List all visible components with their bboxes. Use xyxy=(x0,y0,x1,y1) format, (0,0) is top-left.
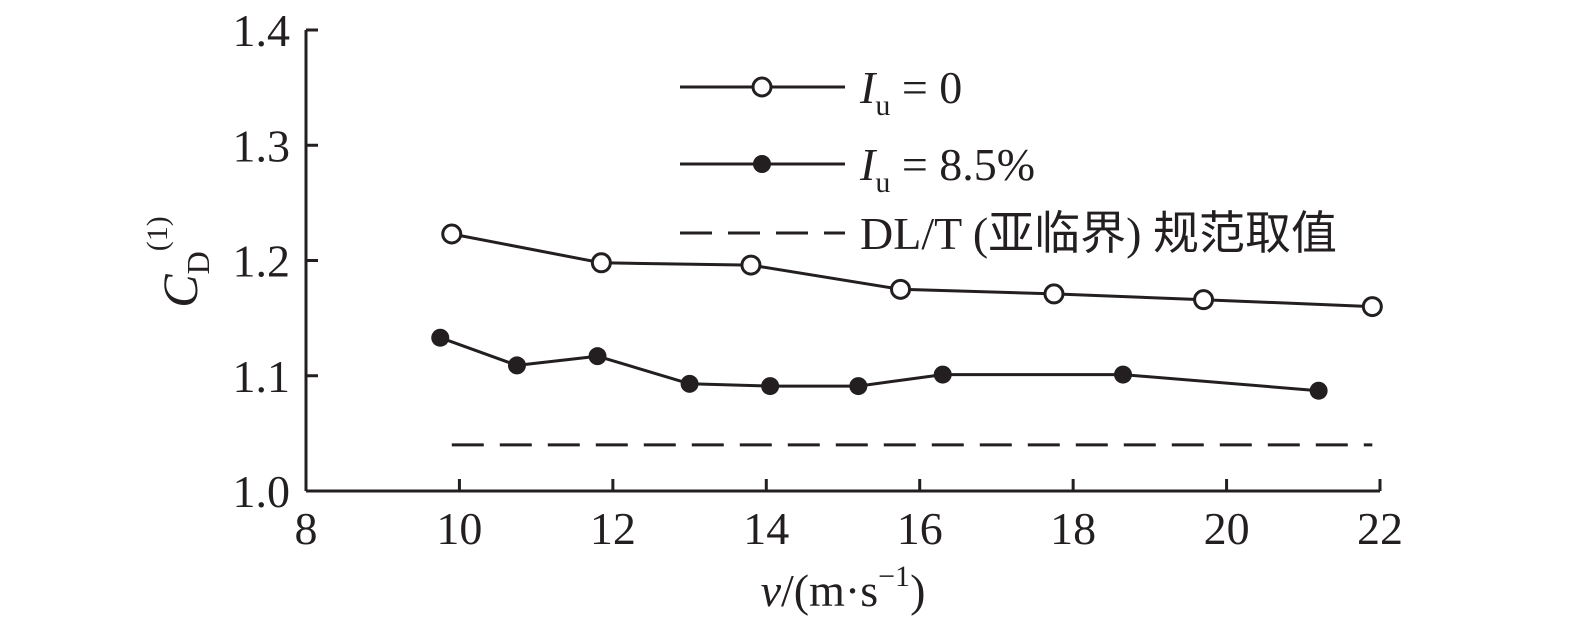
data-point-filled-circle xyxy=(680,374,699,393)
data-point-open-circle xyxy=(1193,289,1215,311)
x-tick-label: 22 xyxy=(1357,503,1403,554)
data-point-open-circle xyxy=(890,278,912,300)
series-line-filled-circle xyxy=(439,336,1319,393)
x-tick-label: 14 xyxy=(743,503,789,554)
data-point-filled-circle xyxy=(431,328,450,347)
x-tick-label: 10 xyxy=(436,503,482,554)
y-tick-label: 1.0 xyxy=(233,466,291,517)
x-axis-label: v/(m·s−1) xyxy=(761,560,926,616)
data-point-open-circle xyxy=(441,223,463,245)
x-tick-label: 18 xyxy=(1050,503,1096,554)
series-layer xyxy=(431,223,1383,447)
x-tick-label: 20 xyxy=(1204,503,1250,554)
y-tick-label: 1.2 xyxy=(233,236,291,287)
data-point-filled-circle xyxy=(761,377,780,396)
legend-marker-open-circle xyxy=(751,76,773,98)
data-point-open-circle xyxy=(1043,283,1065,305)
axes xyxy=(304,30,1380,493)
y-tick-label: 1.3 xyxy=(233,120,291,171)
data-point-filled-circle xyxy=(588,347,607,366)
data-point-open-circle xyxy=(1361,296,1383,318)
legend-label-filled-circle: Iu = 8.5% xyxy=(859,139,1035,199)
y-axis-label: CD(1) xyxy=(141,216,216,307)
legend-marker-filled-circle xyxy=(753,155,771,173)
data-point-filled-circle xyxy=(1309,381,1328,400)
legend-label-open-circle: Iu = 0 xyxy=(859,62,962,122)
y-tick-label: 1.1 xyxy=(233,351,291,402)
legend-item-filled-circle: Iu = 8.5% xyxy=(680,139,1035,199)
x-tick-label: 8 xyxy=(295,503,318,554)
data-point-open-circle xyxy=(740,254,762,276)
x-ticks: 8 10 12 14 16 18 20 22 xyxy=(295,479,1403,554)
legend-item-dashed: DL/T (亚临界) 规范取值 xyxy=(680,208,1337,259)
data-point-open-circle xyxy=(590,252,612,274)
legend-item-open-circle: Iu = 0 xyxy=(680,62,962,122)
data-point-filled-circle xyxy=(933,365,952,384)
data-point-filled-circle xyxy=(507,356,526,375)
legend-label-dashed: DL/T (亚临界) 规范取值 xyxy=(860,208,1337,259)
x-tick-label: 12 xyxy=(590,503,636,554)
data-point-filled-circle xyxy=(849,377,868,396)
y-tick-label: 1.4 xyxy=(233,5,291,56)
data-point-filled-circle xyxy=(1114,365,1133,384)
legend: Iu = 0 Iu = 8.5% DL/T (亚临界) 规范取值 xyxy=(680,62,1337,259)
y-ticks: 1.0 1.1 1.2 1.3 1.4 xyxy=(233,5,318,517)
x-tick-label: 16 xyxy=(897,503,943,554)
